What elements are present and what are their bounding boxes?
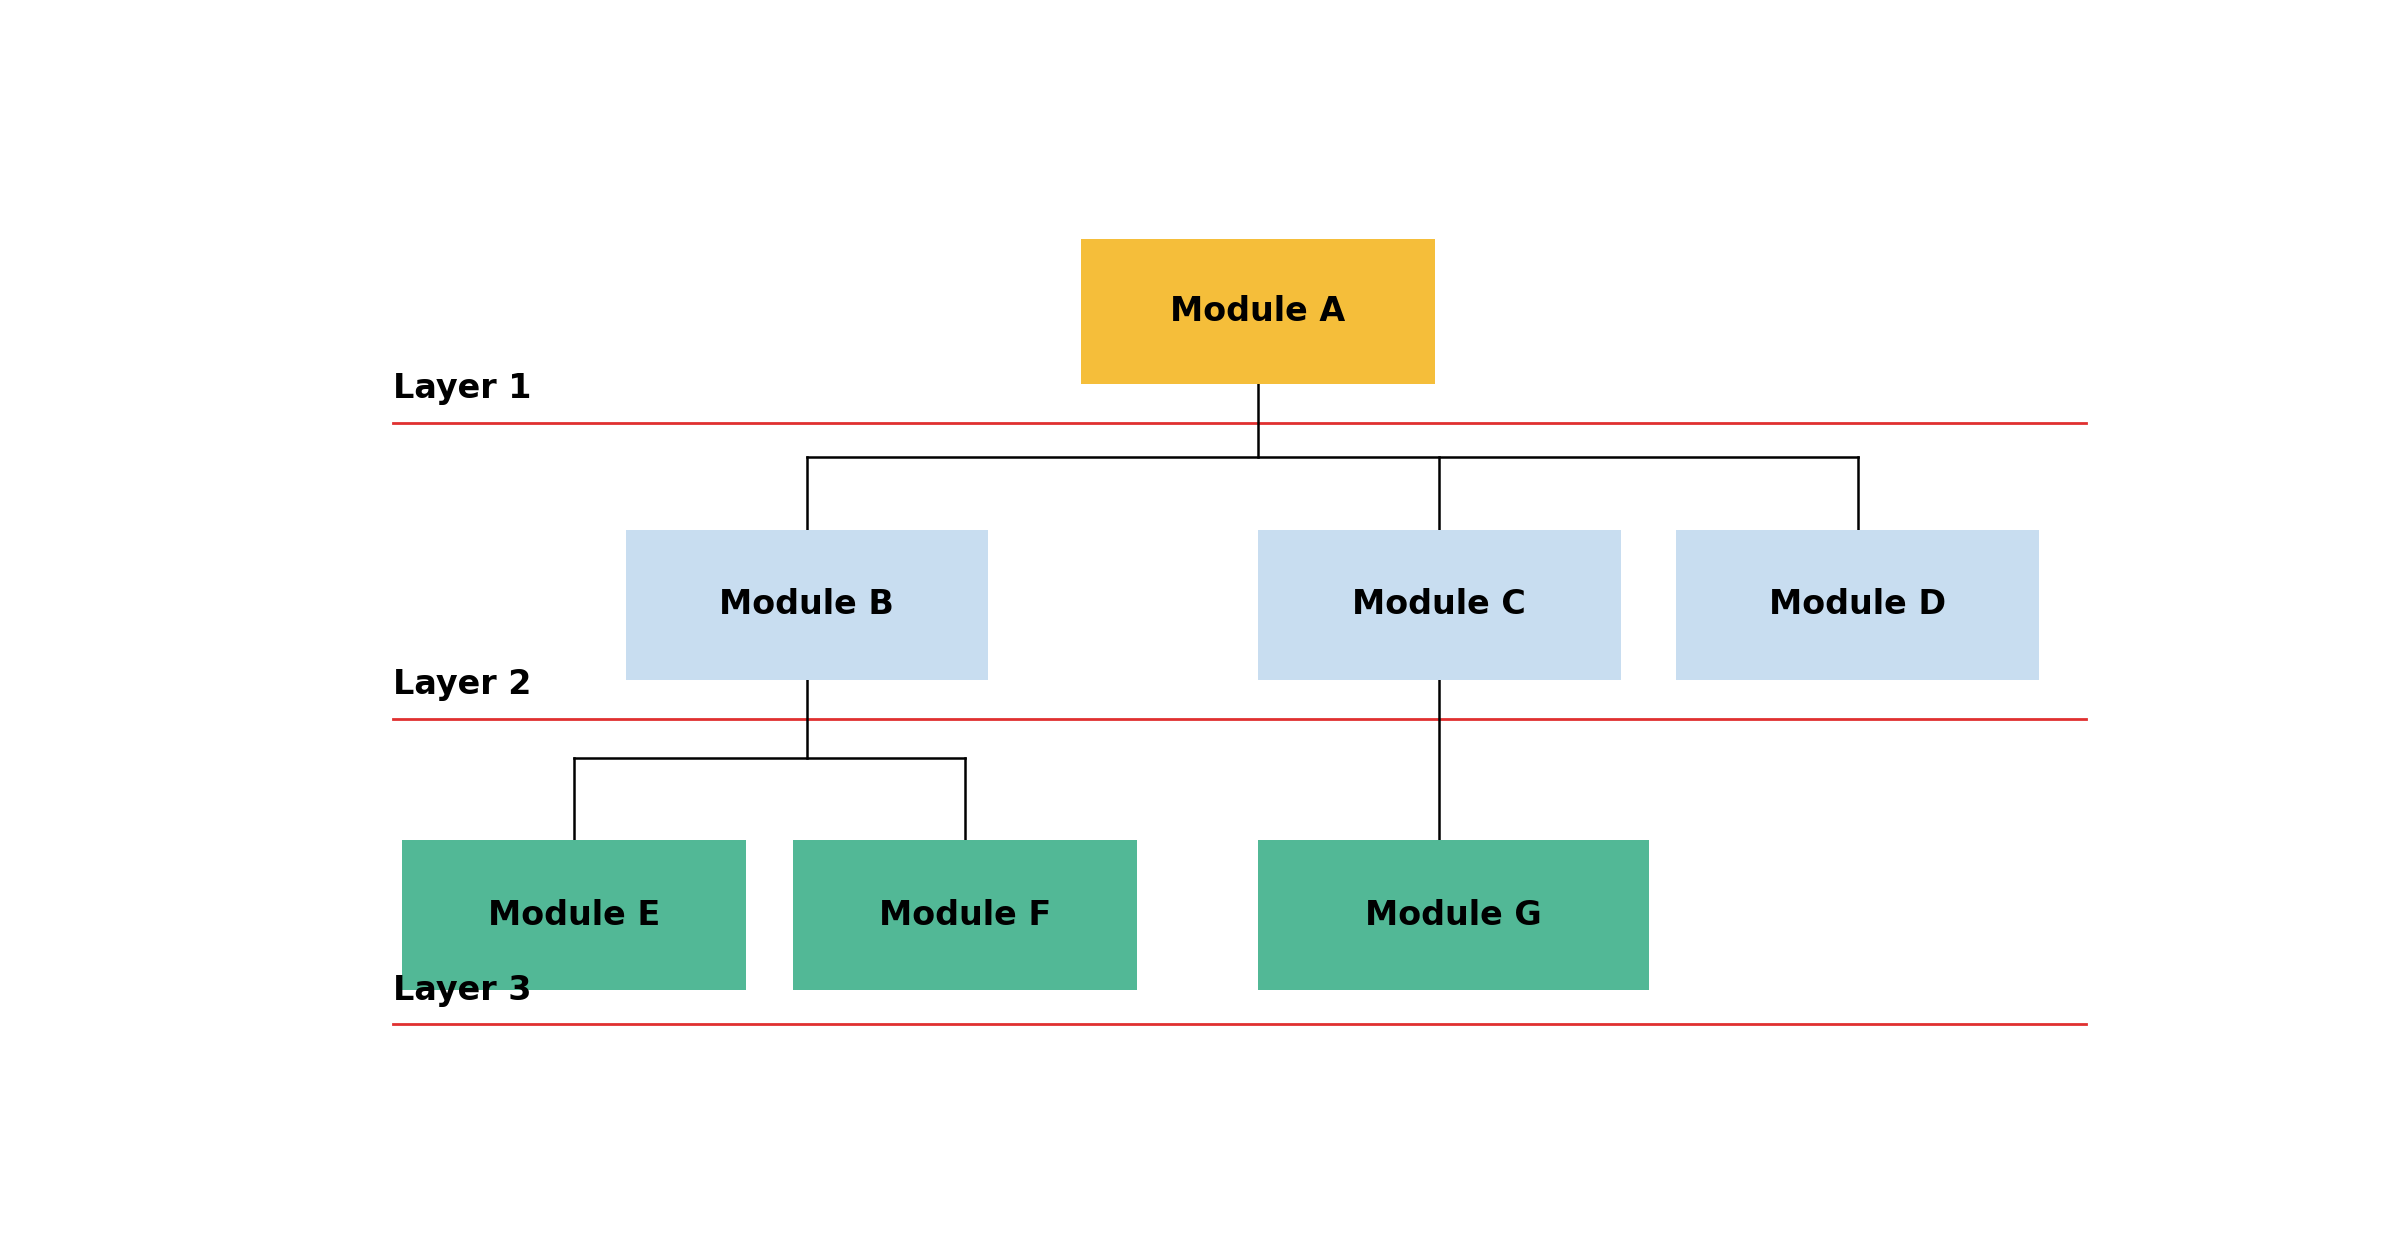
FancyBboxPatch shape [1258,840,1649,990]
FancyBboxPatch shape [1258,529,1620,680]
Text: Module C: Module C [1351,588,1526,621]
Text: Module G: Module G [1366,898,1541,931]
FancyBboxPatch shape [1678,529,2040,680]
Text: Layer 2: Layer 2 [394,668,530,702]
FancyBboxPatch shape [1080,238,1435,384]
Text: Module A: Module A [1171,295,1346,328]
Text: Module F: Module F [878,898,1051,931]
Text: Module B: Module B [720,588,895,621]
Text: Module E: Module E [487,898,660,931]
FancyBboxPatch shape [403,840,746,990]
Text: Layer 3: Layer 3 [394,974,530,1007]
FancyBboxPatch shape [792,840,1138,990]
Text: Layer 1: Layer 1 [394,373,530,406]
FancyBboxPatch shape [626,529,989,680]
Text: Module D: Module D [1769,588,1946,621]
